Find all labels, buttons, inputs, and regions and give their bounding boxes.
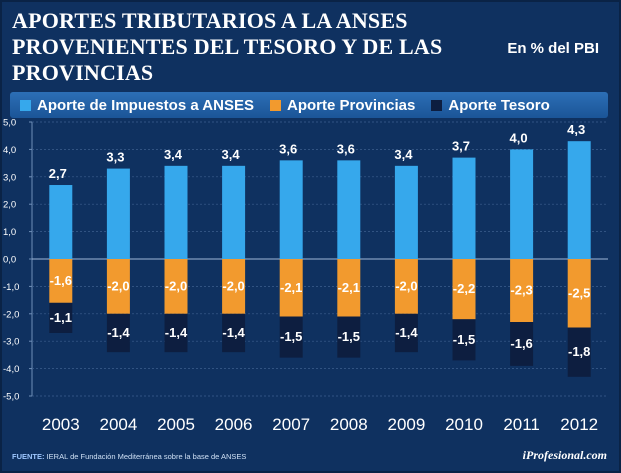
- legend-swatch-impuestos: [20, 99, 31, 111]
- y-tick-label: 2,0: [3, 200, 16, 211]
- bar-impuestos: [106, 168, 130, 259]
- y-tick-label: 3,0: [3, 172, 16, 183]
- bar-impuestos: [222, 165, 246, 259]
- bar-provincias: [510, 259, 534, 323]
- legend-swatch-provincias: [270, 99, 281, 111]
- data-label-impuestos: 4,3: [567, 122, 585, 137]
- bar-provincias: [49, 259, 73, 303]
- bar-provincias: [394, 259, 418, 314]
- bar-provincias: [452, 259, 476, 320]
- y-tick-label: 1,0: [3, 227, 16, 238]
- data-label-tesoro: -1,4: [395, 325, 418, 340]
- data-label-impuestos: 3,4: [164, 147, 183, 162]
- data-label-tesoro: -1,4: [165, 325, 188, 340]
- data-label-provincias: -2,0: [107, 278, 129, 293]
- legend-item-impuestos: Aporte de Impuestos a ANSES: [20, 97, 254, 114]
- data-label-impuestos: 3,6: [337, 141, 355, 156]
- data-label-tesoro: -1,4: [222, 325, 245, 340]
- legend-label-provincias: Aporte Provincias: [287, 96, 416, 114]
- bar-impuestos: [394, 165, 418, 259]
- bar-tesoro: [164, 313, 188, 353]
- x-tick-label: 2005: [157, 415, 195, 434]
- y-tick-label: 4,0: [3, 145, 16, 156]
- bar-provincias: [164, 259, 188, 314]
- data-label-tesoro: -1,5: [338, 329, 360, 344]
- bar-tesoro: [567, 327, 591, 377]
- data-label-tesoro: -1,4: [107, 325, 130, 340]
- data-label-provincias: -2,2: [453, 281, 475, 296]
- y-tick-label: -4,0: [3, 364, 19, 375]
- bar-provincias: [567, 259, 591, 328]
- data-label-provincias: -2,0: [165, 278, 187, 293]
- bar-impuestos: [337, 160, 361, 259]
- data-label-impuestos: 3,7: [452, 139, 470, 154]
- data-label-impuestos: 3,3: [106, 150, 124, 165]
- source-note: FUENTE: IERAL de Fundación Mediterránea …: [12, 452, 246, 461]
- source-text: IERAL de Fundación Mediterránea sobre la…: [46, 452, 247, 461]
- bar-impuestos: [452, 157, 476, 259]
- bar-provincias: [337, 259, 361, 317]
- bar-provincias: [279, 259, 303, 317]
- bar-impuestos: [510, 149, 534, 259]
- data-label-impuestos: 3,4: [222, 147, 241, 162]
- data-label-tesoro: -1,6: [510, 336, 532, 351]
- data-label-provincias: -2,3: [510, 283, 532, 298]
- chart-subtitle: En % del PBI: [507, 40, 599, 57]
- data-label-tesoro: -1,1: [50, 310, 72, 325]
- legend-label-impuestos: Aporte de Impuestos a ANSES: [37, 96, 254, 114]
- x-tick-label: 2006: [215, 415, 253, 434]
- legend: Aporte de Impuestos a ANSES Aporte Provi…: [10, 92, 608, 118]
- bar-provincias: [106, 259, 130, 314]
- brand-logo: iProfesional.com: [522, 448, 607, 462]
- data-label-provincias: -2,5: [568, 285, 590, 300]
- bar-impuestos: [164, 165, 188, 259]
- data-label-provincias: -2,0: [395, 278, 417, 293]
- y-tick-label: -1,0: [3, 282, 19, 293]
- y-tick-label: -5,0: [3, 392, 19, 403]
- x-tick-label: 2012: [560, 415, 598, 434]
- chart-title: APORTES TRIBUTARIOS A LA ANSES PROVENIEN…: [12, 8, 443, 85]
- bar-impuestos: [49, 185, 73, 259]
- x-tick-label: 2004: [99, 415, 137, 434]
- data-label-impuestos: 3,4: [394, 147, 413, 162]
- bar-tesoro: [394, 313, 418, 353]
- x-tick-label: 2011: [503, 415, 540, 434]
- data-label-impuestos: 3,6: [279, 141, 297, 156]
- bar-tesoro: [510, 322, 534, 366]
- data-label-tesoro: -1,5: [280, 329, 302, 344]
- data-label-provincias: -2,1: [280, 280, 302, 295]
- source-label: FUENTE:: [12, 452, 45, 461]
- legend-label-tesoro: Aporte Tesoro: [448, 96, 550, 114]
- data-label-provincias: -1,6: [50, 273, 72, 288]
- bar-tesoro: [222, 313, 246, 353]
- bar-provincias: [222, 259, 246, 314]
- data-label-tesoro: -1,5: [453, 332, 475, 347]
- y-tick-label: 5,0: [3, 118, 16, 129]
- x-tick-label: 2007: [272, 415, 310, 434]
- data-label-impuestos: 2,7: [49, 166, 67, 181]
- x-tick-label: 2003: [42, 415, 80, 434]
- y-tick-label: -2,0: [3, 309, 19, 320]
- bar-impuestos: [567, 141, 591, 259]
- bar-tesoro: [49, 302, 73, 333]
- data-label-provincias: -2,0: [222, 278, 244, 293]
- bar-tesoro: [452, 319, 476, 361]
- bar-impuestos: [279, 160, 303, 259]
- y-tick-label: -3,0: [3, 337, 19, 348]
- data-label-provincias: -2,1: [338, 280, 360, 295]
- x-tick-label: 2009: [387, 415, 425, 434]
- bar-tesoro: [279, 316, 303, 358]
- bar-tesoro: [106, 313, 130, 353]
- legend-swatch-tesoro: [431, 99, 443, 111]
- legend-item-provincias: Aporte Provincias: [270, 97, 415, 114]
- x-tick-label: 2008: [330, 415, 368, 434]
- legend-item-tesoro: Aporte Tesoro: [431, 96, 550, 114]
- x-tick-label: 2010: [445, 415, 483, 434]
- data-label-tesoro: -1,8: [568, 344, 590, 359]
- y-tick-label: 0,0: [3, 255, 16, 266]
- bar-tesoro: [337, 316, 361, 358]
- data-label-impuestos: 4,0: [510, 130, 528, 145]
